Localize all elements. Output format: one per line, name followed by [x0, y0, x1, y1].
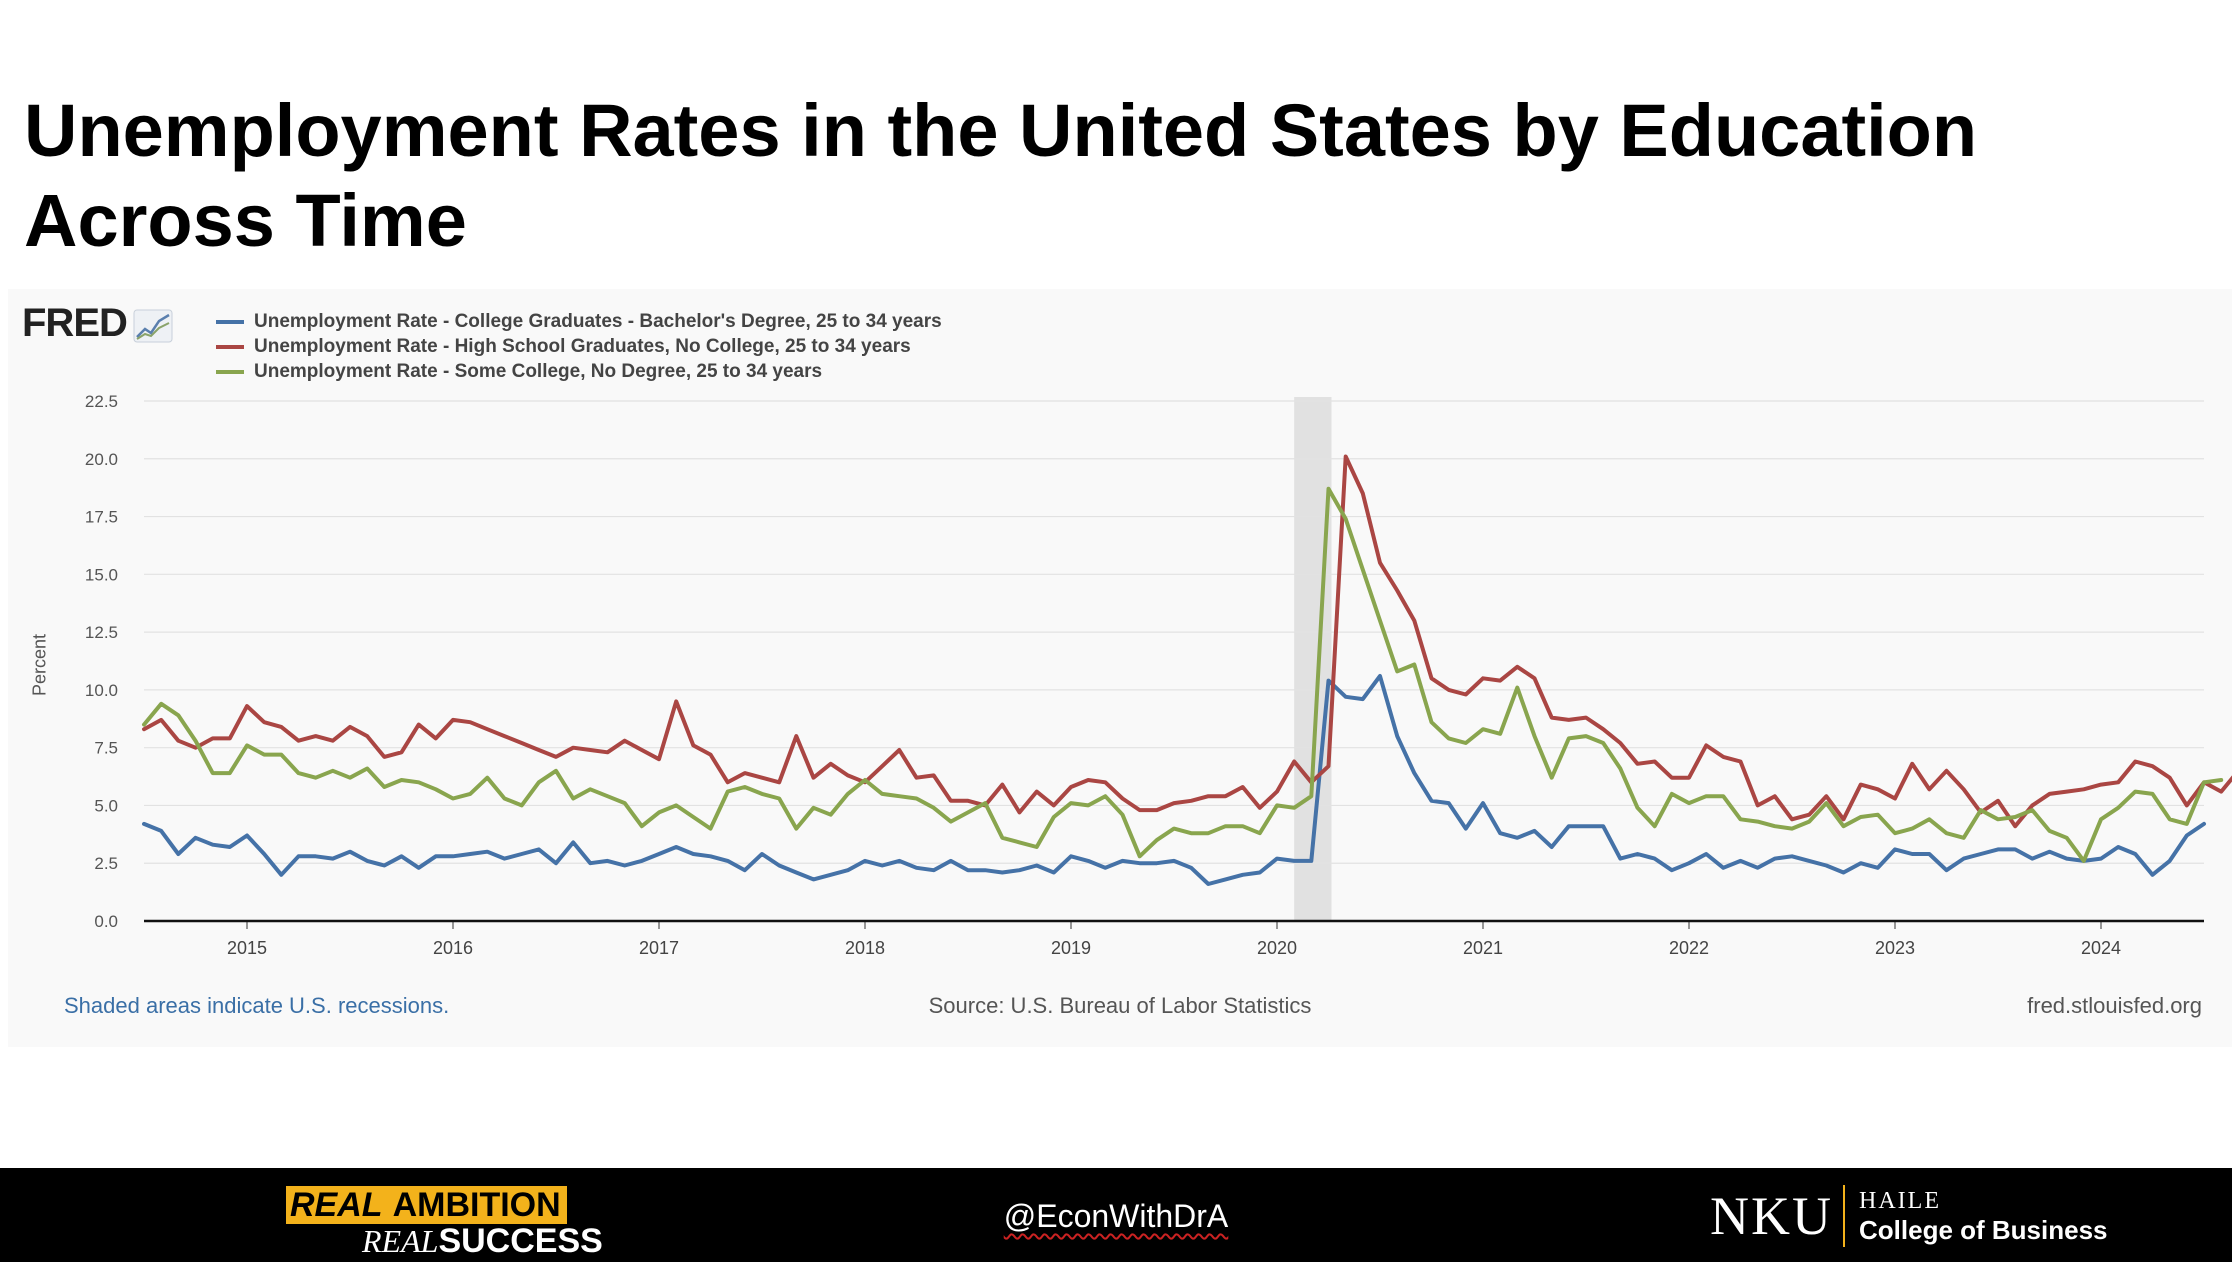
fred-url[interactable]: fred.stlouisfed.org [2027, 993, 2202, 1018]
legend-item[interactable]: Unemployment Rate - College Graduates - … [216, 309, 942, 334]
y-tick-label: 15.0 [85, 565, 118, 584]
tagline-success: SUCCESS [438, 1222, 603, 1260]
legend-item[interactable]: Unemployment Rate - Some College, No Deg… [216, 359, 942, 384]
x-tick-label: 2016 [433, 938, 473, 958]
social-handle: @EconWithDrA [0, 1198, 2232, 1235]
x-tick-label: 2024 [2081, 938, 2121, 958]
legend-label: Unemployment Rate - High School Graduate… [254, 335, 911, 357]
fred-graph-icon [133, 309, 173, 343]
x-tick-label: 2019 [1051, 938, 1091, 958]
x-tick-label: 2018 [845, 938, 885, 958]
y-tick-label: 2.5 [94, 854, 118, 873]
legend-label: Unemployment Rate - College Graduates - … [254, 310, 942, 332]
legend-label: Unemployment Rate - Some College, No Deg… [254, 360, 823, 382]
series-line-2 [142, 454, 2232, 829]
slide-footer-bar: REAL AMBITION REAL SUCCESS @EconWithDrA … [0, 1168, 2232, 1262]
college-name: HAILE College of Business [1859, 1187, 2108, 1245]
fred-logo-text: FRED [22, 301, 128, 345]
nku-haile-logo: NKU HAILE College of Business [1710, 1184, 2108, 1248]
x-tick-label: 2021 [1463, 938, 1503, 958]
logo-divider [1843, 1185, 1845, 1247]
chart-panel: FRED Unemployment Rate - College Graduat… [8, 289, 2232, 1047]
y-tick-label: 22.5 [85, 392, 118, 411]
y-tick-label: 12.5 [85, 623, 118, 642]
y-tick-label: 0.0 [94, 912, 118, 931]
legend-swatch [216, 319, 244, 324]
nku-wordmark: NKU [1710, 1186, 1833, 1246]
recession-note[interactable]: Shaded areas indicate U.S. recessions. [64, 993, 450, 1018]
legend-item[interactable]: Unemployment Rate - High School Graduate… [216, 334, 942, 359]
source-note[interactable]: Source: U.S. Bureau of Labor Statistics [928, 993, 1312, 1018]
real-ambition-logo: REAL AMBITION REAL SUCCESS [250, 1182, 620, 1260]
chart-legend: Unemployment Rate - College Graduates - … [216, 309, 942, 384]
y-tick-label: 7.5 [94, 739, 118, 758]
y-tick-label: 17.5 [85, 508, 118, 527]
x-tick-label: 2023 [1875, 938, 1915, 958]
tagline-real-1: REAL [286, 1186, 387, 1224]
x-tick-label: 2020 [1257, 938, 1297, 958]
slide-title: Unemployment Rates in the United States … [24, 89, 1978, 262]
line-chart-plot: 0.0 2.5 5.0 7.5 10.0 12.5 15.0 17.5 20.0 22.5 2015… [85, 392, 2232, 958]
college-name-line-2: College of Business [1859, 1215, 2108, 1245]
y-tick-label: 20.0 [85, 450, 118, 469]
tagline-ambition: AMBITION [386, 1186, 567, 1224]
x-tick-label: 2015 [227, 938, 267, 958]
college-name-line-1: HAILE [1859, 1188, 1941, 1214]
series-line-3 [142, 486, 2224, 863]
series-line-1 [142, 674, 2206, 886]
y-tick-label: 10.0 [85, 681, 118, 700]
x-tick-label: 2022 [1669, 938, 1709, 958]
tagline-real-2: REAL [362, 1223, 439, 1259]
legend-swatch [216, 344, 244, 349]
fred-logo[interactable]: FRED [22, 303, 173, 343]
legend-swatch [216, 369, 244, 374]
x-tick-label: 2017 [639, 938, 679, 958]
y-tick-label: 5.0 [94, 796, 118, 815]
social-handle-text: @EconWithDrA [1003, 1198, 1229, 1234]
